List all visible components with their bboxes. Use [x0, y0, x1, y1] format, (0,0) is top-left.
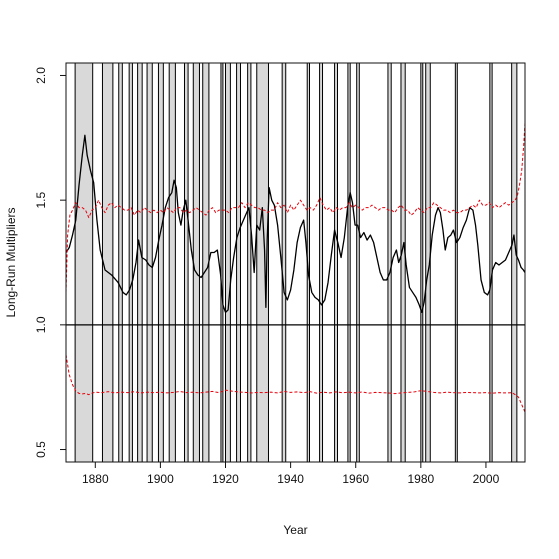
shaded-period-27	[454, 62, 458, 463]
shaded-period-29	[511, 62, 518, 463]
y-tick-label: 1.0	[34, 316, 48, 333]
x-tick-label: 1880	[82, 472, 109, 486]
shaded-period-3	[118, 62, 123, 463]
shaded-period-12	[220, 62, 224, 463]
x-tick-label: 1920	[212, 472, 239, 486]
shaded-period-25	[420, 62, 424, 463]
y-tick-label: 2.0	[34, 67, 48, 84]
shaded-period-9	[183, 62, 189, 463]
shaded-period-15	[247, 62, 252, 463]
shaded-periods	[74, 62, 518, 463]
shaded-period-2	[101, 62, 114, 463]
shaded-period-23	[387, 62, 392, 463]
shaded-period-21	[347, 62, 351, 463]
shaded-period-8	[168, 62, 176, 463]
shaded-period-11	[202, 62, 210, 463]
lower-band-line	[65, 354, 526, 413]
x-tick-label: 2000	[473, 472, 500, 486]
x-axis: 1880 1900 1920 1940 1960 1980 2000	[82, 461, 500, 486]
shaded-period-28	[489, 62, 493, 463]
shaded-period-22	[356, 62, 360, 463]
main-series-line	[65, 134, 526, 314]
shaded-period-24	[400, 62, 406, 463]
upper-band-line	[65, 122, 526, 293]
y-axis-title: Long-Run Multipliers	[4, 207, 18, 317]
shaded-period-4	[128, 62, 133, 463]
shaded-period-7	[157, 62, 164, 463]
shaded-period-20	[334, 62, 338, 463]
y-tick-label: 1.5	[34, 191, 48, 208]
shaded-period-10	[192, 62, 200, 463]
shaded-period-5	[137, 62, 143, 463]
series-layer	[65, 122, 526, 413]
shaded-period-14	[236, 62, 241, 463]
shaded-period-1	[74, 62, 94, 463]
x-tick-label: 1980	[407, 472, 434, 486]
x-tick-label: 1900	[147, 472, 174, 486]
x-tick-label: 1940	[277, 472, 304, 486]
shaded-period-13	[225, 62, 231, 463]
y-axis: 0.5 1.0 1.5 2.0	[34, 67, 67, 458]
y-tick-label: 0.5	[34, 441, 48, 458]
shaded-period-19	[319, 62, 324, 463]
shaded-period-17	[281, 62, 287, 463]
x-tick-label: 1960	[342, 472, 369, 486]
x-axis-title: Year	[283, 523, 307, 537]
